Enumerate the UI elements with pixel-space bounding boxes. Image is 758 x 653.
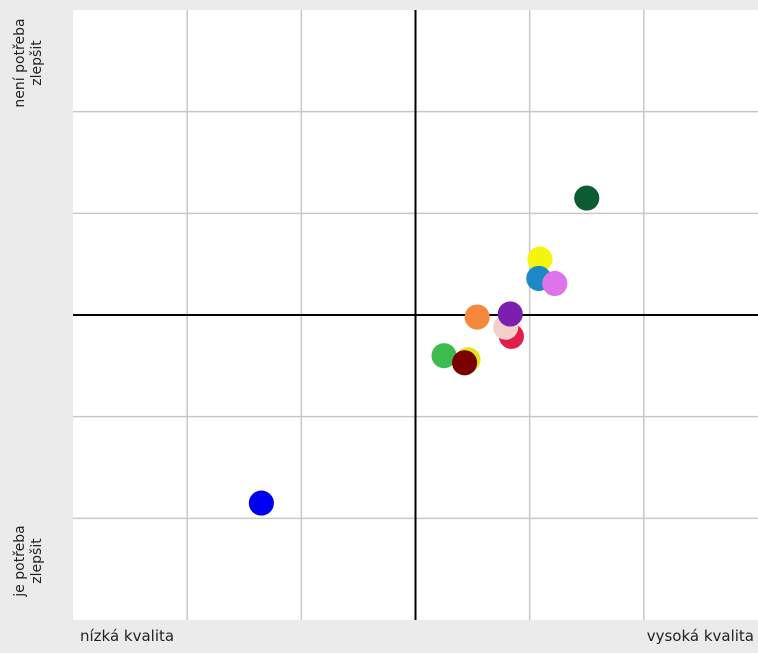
x-label-high: vysoká kvalita [646, 627, 754, 645]
data-point [574, 185, 600, 211]
data-point [542, 270, 568, 297]
y-label-low: je potřeba zlepšit [12, 525, 46, 596]
data-point [527, 246, 553, 272]
center-axes [73, 10, 758, 620]
data-point [431, 343, 457, 369]
x-label-low: nízká kvalita [80, 627, 175, 645]
data-point [464, 304, 490, 330]
data-point [248, 490, 274, 516]
data-point [497, 301, 523, 327]
y-label-high: není potřeba zlepšit [12, 18, 46, 107]
data-points [248, 185, 600, 516]
y-label-high-line1: není potřeba [12, 18, 28, 108]
y-label-low-line1: je potřeba [12, 525, 28, 597]
y-label-high-line2: zlepšit [29, 40, 45, 86]
data-point [452, 350, 478, 376]
y-label-low-line2: zlepšit [29, 538, 45, 584]
